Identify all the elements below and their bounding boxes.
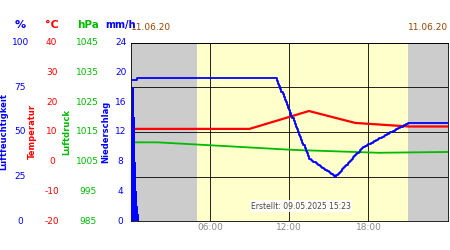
Bar	[130, 117, 132, 221]
Text: 100: 100	[12, 38, 29, 47]
Text: 1005: 1005	[76, 157, 99, 166]
Text: 75: 75	[14, 83, 26, 92]
Text: 20: 20	[46, 98, 58, 106]
Text: -20: -20	[45, 217, 59, 226]
Text: Erstellt: 09.05.2025 15:23: Erstellt: 09.05.2025 15:23	[251, 202, 351, 210]
Text: 0: 0	[18, 217, 23, 226]
Text: 40: 40	[46, 38, 58, 47]
Text: 20: 20	[115, 68, 126, 77]
Text: -10: -10	[45, 187, 59, 196]
Bar	[136, 206, 138, 221]
Text: Temperatur: Temperatur	[28, 104, 37, 160]
Text: 24: 24	[115, 38, 126, 47]
Bar	[130, 42, 197, 221]
Text: 995: 995	[79, 187, 96, 196]
Text: 0: 0	[49, 157, 54, 166]
Text: %: %	[15, 20, 26, 30]
Bar	[197, 42, 408, 221]
Text: hPa: hPa	[77, 20, 99, 30]
Text: 30: 30	[46, 68, 58, 77]
Text: 1015: 1015	[76, 128, 99, 136]
Text: 25: 25	[14, 172, 26, 181]
Bar	[408, 42, 448, 221]
Bar	[134, 162, 136, 221]
Text: 8: 8	[118, 157, 123, 166]
Text: 985: 985	[79, 217, 96, 226]
Text: 11.06.20: 11.06.20	[130, 23, 171, 32]
Text: 1035: 1035	[76, 68, 99, 77]
Text: mm/h: mm/h	[105, 20, 136, 30]
Text: Luftdruck: Luftdruck	[62, 109, 71, 155]
Bar	[132, 87, 134, 221]
Text: 4: 4	[118, 187, 123, 196]
Text: 0: 0	[118, 217, 123, 226]
Bar	[133, 117, 135, 221]
Text: 12: 12	[115, 128, 126, 136]
Bar	[130, 176, 131, 221]
Text: 1045: 1045	[76, 38, 99, 47]
Bar	[137, 214, 139, 221]
Text: Niederschlag: Niederschlag	[101, 101, 110, 163]
Text: °C: °C	[45, 20, 58, 30]
Text: 16: 16	[115, 98, 126, 106]
Text: Luftfeuchtigkeit: Luftfeuchtigkeit	[0, 93, 8, 170]
Bar	[135, 192, 137, 221]
Text: 50: 50	[14, 128, 26, 136]
Text: 10: 10	[46, 128, 58, 136]
Text: 1025: 1025	[76, 98, 99, 106]
Text: 11.06.20: 11.06.20	[408, 23, 448, 32]
